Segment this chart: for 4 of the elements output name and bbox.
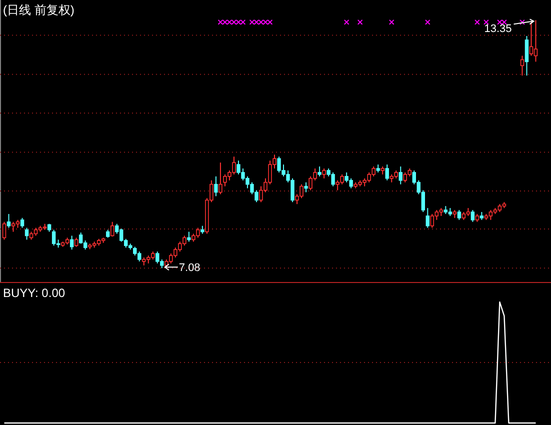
chart-title: (日线 前复权) — [3, 3, 74, 17]
annotation: 13.35 — [484, 23, 512, 36]
chart-title: BUYY: 0.00 — [3, 286, 66, 300]
annotation: 7.08 — [178, 262, 200, 274]
